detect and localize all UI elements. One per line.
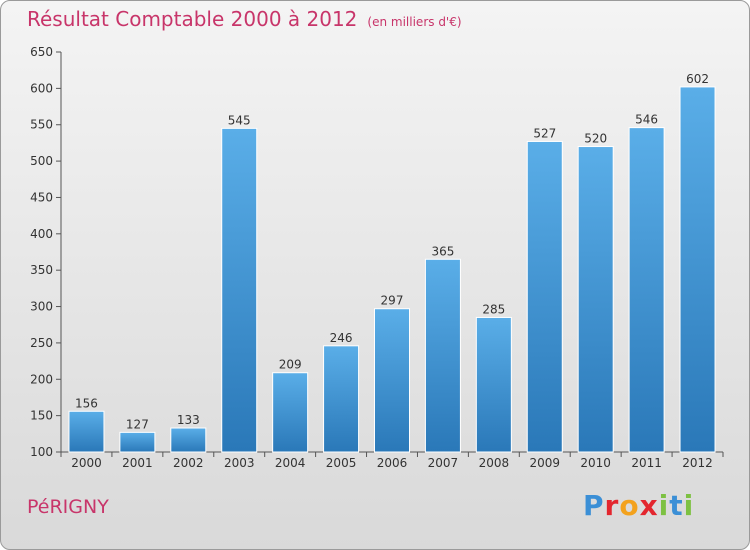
chart-axes: 100 150 200 250 300 350 400 450 500 550 600 650 2000… [30,45,724,470]
data-label: 602 [686,72,709,86]
bar [119,431,156,453]
x-tick-label: 2012 [682,456,713,470]
x-tick-label: 2007 [428,456,459,470]
data-label: 527 [533,126,556,140]
bar [577,146,614,453]
y-tick-label: 550 [30,118,53,132]
x-tick-label: 2002 [173,456,204,470]
chart-title-main: Résultat Comptable 2000 à 2012 [27,7,358,31]
chart-data-labels: 156 127 133 545 209 246 297 365 285 527 520 546 602 [75,72,709,431]
data-label: 297 [381,294,404,308]
x-tick-label: 2008 [479,456,510,470]
chart-title: Résultat Comptable 2000 à 2012 (en millie… [27,7,462,31]
x-tick-label: 2001 [122,456,153,470]
data-label: 127 [126,417,149,431]
data-label: 545 [228,113,251,127]
bar [628,127,665,453]
data-label: 285 [482,302,505,316]
logo-letter: t [669,489,684,522]
logo-letter: i [683,489,695,522]
logo-letter: i [658,489,670,522]
bar [475,316,512,453]
y-tick-label: 450 [30,190,53,204]
bar [68,410,105,453]
logo-letter: r [604,489,620,522]
y-tick-label: 300 [30,300,53,314]
x-tick-label: 2003 [224,456,255,470]
town-name: PéRIGNY [27,496,109,518]
bar [526,140,563,453]
bar [424,258,461,453]
x-tick-label: 2010 [580,456,611,470]
logo-letter: x [639,489,659,522]
y-tick-label: 250 [30,336,53,350]
y-tick-label: 500 [30,154,53,168]
logo-letter: P [583,489,605,522]
data-label: 156 [75,396,98,410]
chart-bars [68,86,716,453]
x-tick-label: 2004 [275,456,306,470]
chart-title-unit: (en milliers d'€) [367,15,462,29]
data-label: 209 [279,358,302,372]
x-tick-label: 2005 [326,456,357,470]
x-tick-label: 2000 [71,456,102,470]
data-label: 365 [431,244,454,258]
y-tick-label: 600 [30,81,53,95]
y-tick-label: 350 [30,263,53,277]
logo-letter: o [619,489,640,522]
data-label: 246 [330,331,353,345]
y-tick-label: 200 [30,372,53,386]
y-tick-label: 650 [30,45,53,59]
proxiti-logo: Proxiti [583,489,694,522]
bar [221,127,258,453]
bar [374,308,410,453]
data-label: 546 [635,113,658,127]
y-tick-label: 400 [30,227,53,241]
data-label: 520 [584,132,607,146]
bar [272,372,309,453]
y-tick-label: 100 [30,445,53,459]
data-label: 133 [177,413,200,427]
x-tick-label: 2011 [631,456,662,470]
bar [323,345,360,453]
bar [170,427,207,453]
y-tick-label: 150 [30,409,53,423]
x-tick-label: 2009 [529,456,560,470]
bar [679,86,716,453]
x-tick-label: 2006 [377,456,408,470]
